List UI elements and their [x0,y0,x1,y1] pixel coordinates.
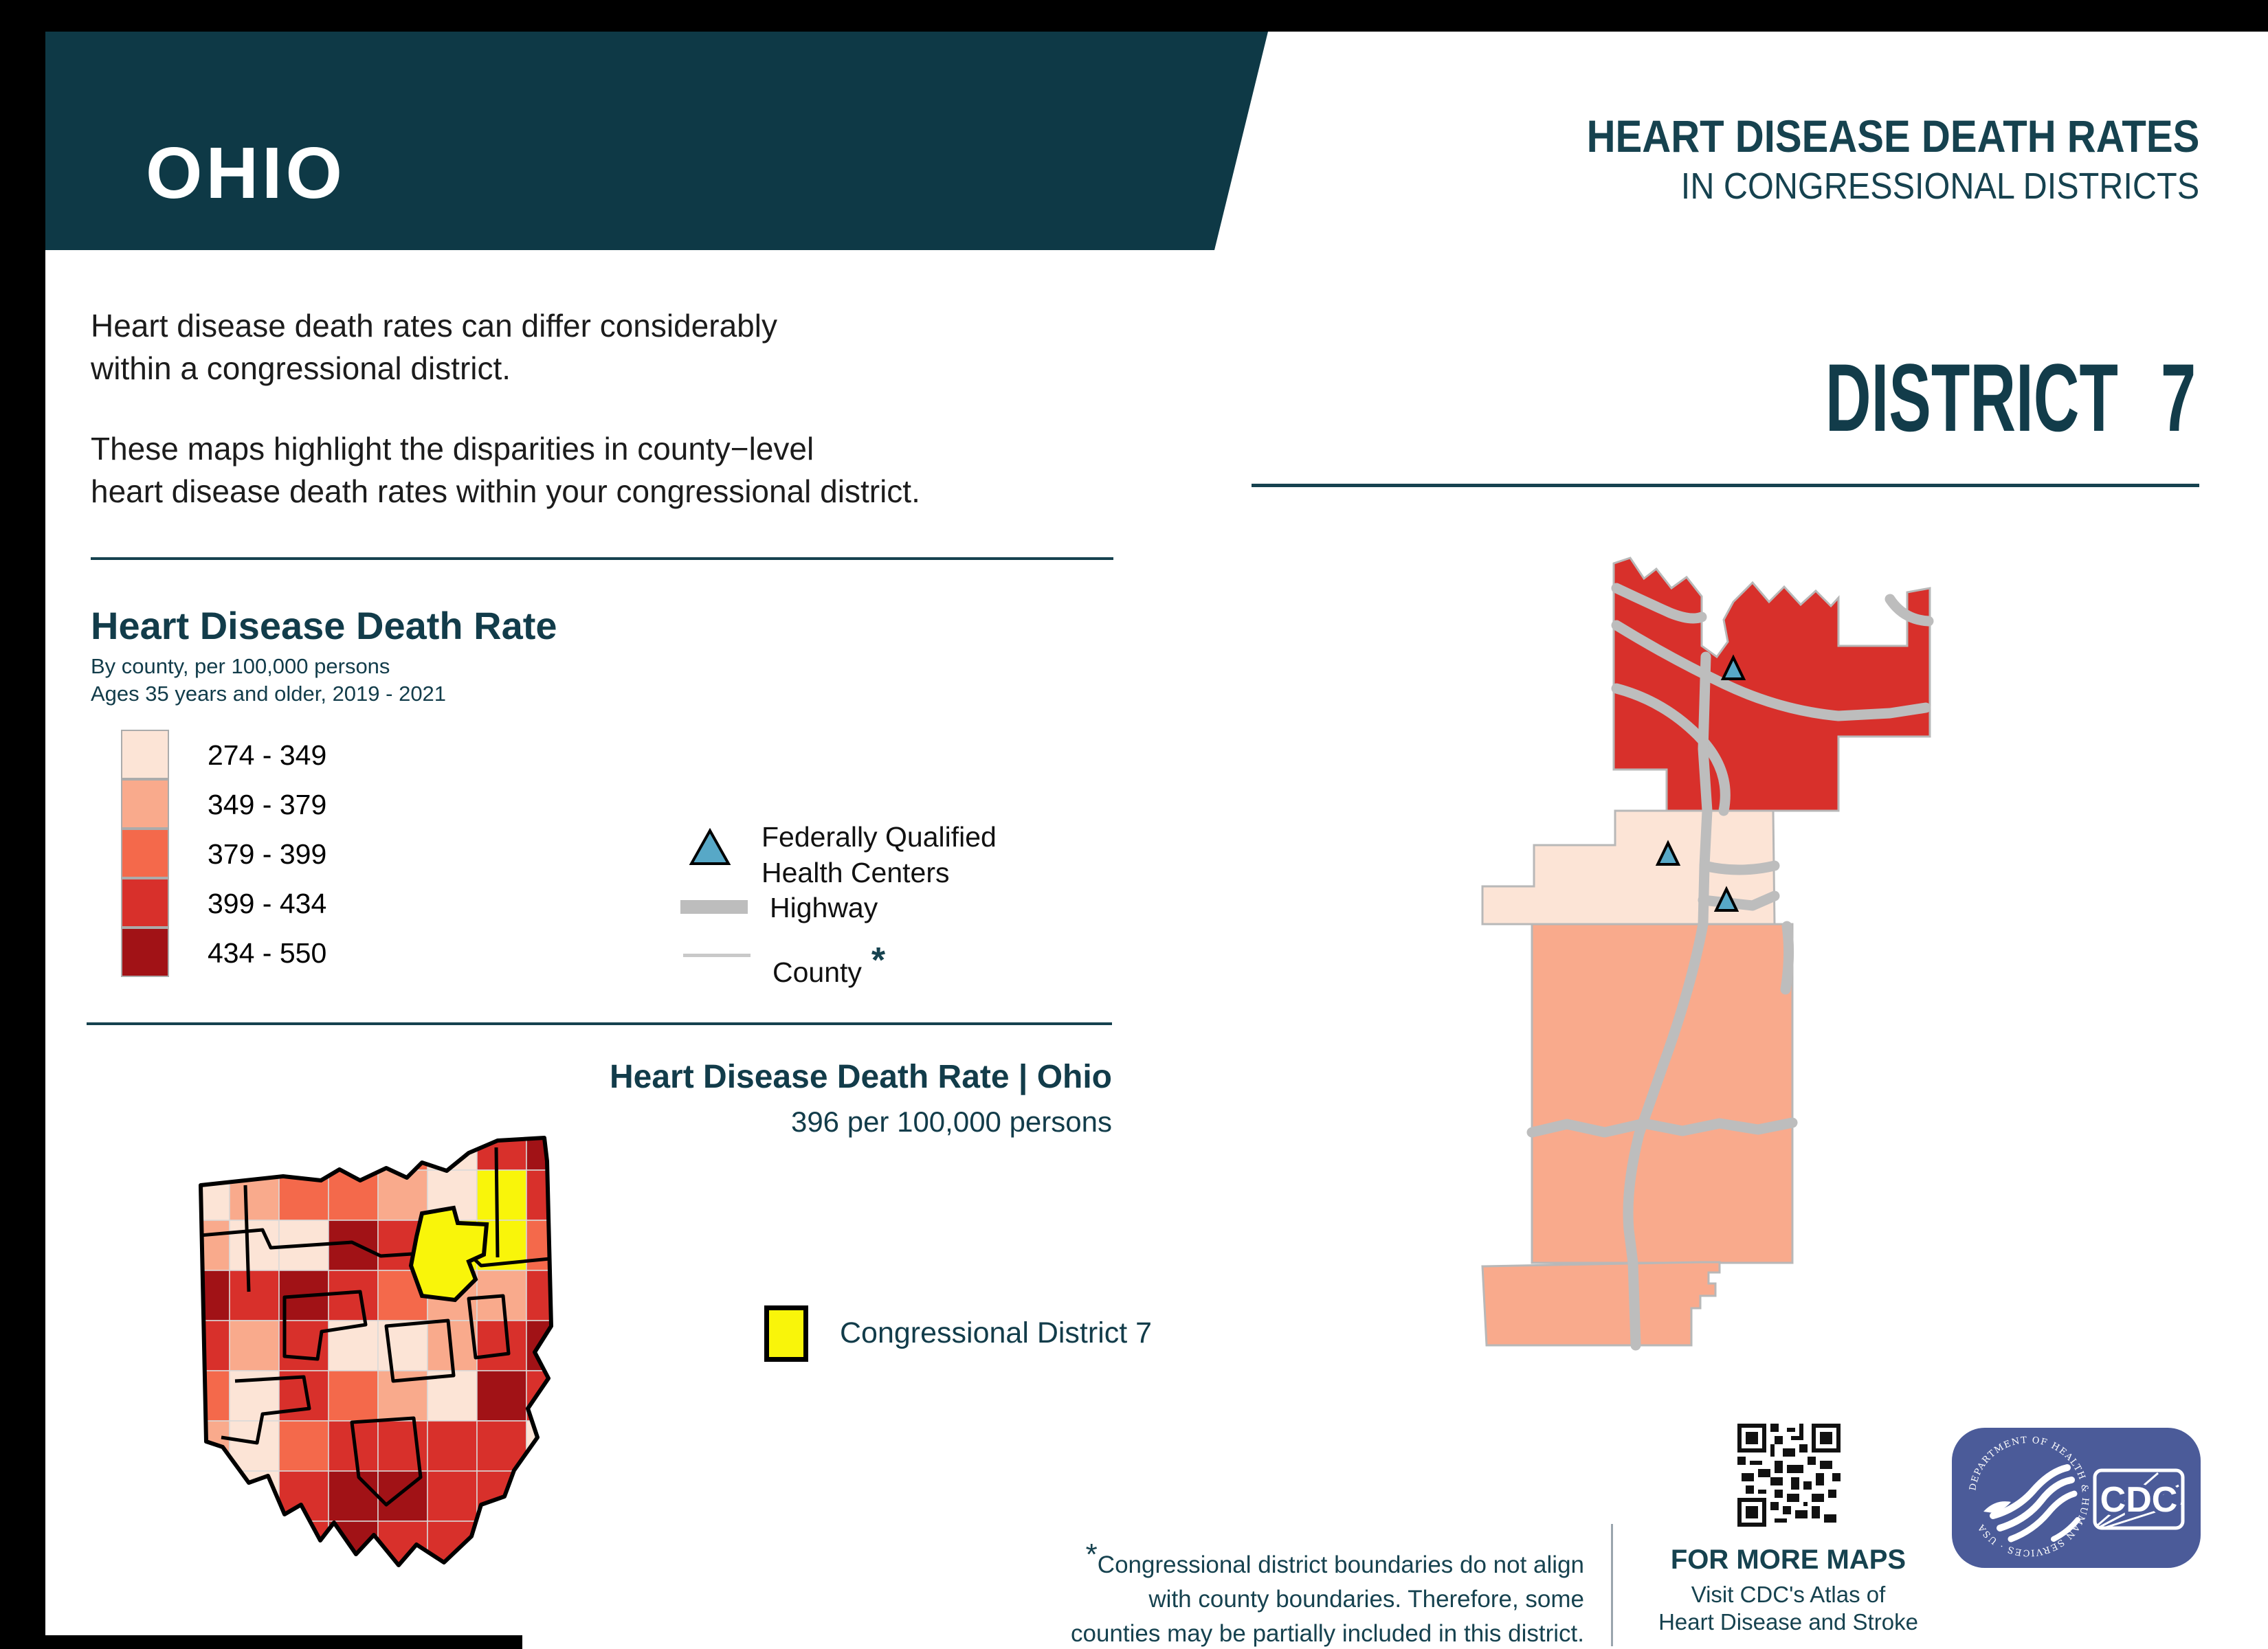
fqhc-marker-icon [1655,840,1681,866]
frame-bottom [0,1635,522,1649]
color-swatch-4 [121,878,169,928]
highway-label: Highway [770,892,878,923]
color-swatch-5 [121,928,169,977]
divider [91,557,1113,560]
fqhc-marker-icon [1720,654,1746,680]
color-swatch-2 [121,779,169,829]
legend-class-row: 274 - 349 [121,730,326,780]
more-maps-block: FOR MORE MAPS Visit CDC's Atlas of Heart … [1649,1545,1927,1636]
more-maps-heading: FOR MORE MAPS [1670,1545,1906,1575]
legend-class-row: 399 - 434 [121,878,326,928]
legend-subtitle: By county, per 100,000 persons Ages 35 ye… [91,654,447,706]
hhs-eagle-icon [1990,1464,2080,1543]
district7-label: Congressional District 7 [840,1316,1153,1349]
fqhc-triangle-icon [689,827,731,865]
county-choropleth [201,1138,551,1565]
district7-map [1481,557,1934,1351]
district7-swatch [764,1305,808,1362]
divider-vertical [1611,1524,1613,1646]
color-swatch-1 [121,730,169,779]
hhs-cdc-logo-art: DEPARTMENT OF HEALTH & HUMAN SERVICES · … [1968,1435,2185,1558]
footnote: *Congressional district boundaries do no… [1070,1538,1584,1647]
legend-class-row: 349 - 379 [121,779,326,829]
state-name: OHIO [146,133,346,214]
divider [1252,484,2199,487]
hhs-cdc-logo: DEPARTMENT OF HEALTH & HUMAN SERVICES · … [1952,1428,2201,1568]
cdc-logo-text: CDC [2100,1480,2178,1520]
cdc-logo-box: CDC CDC [2093,1468,2185,1530]
fqhc-marker-icon [1713,886,1739,912]
county-line-icon [683,954,751,957]
state-rate-value: 396 per 100,000 persons [790,1106,1112,1138]
footnote-asterisk: * [871,941,886,980]
color-swatch-3 [121,829,169,878]
poster-title-line1: HEART DISEASE DEATH RATES [1586,111,2199,161]
legend-color-classes: 274 - 349 349 - 379 379 - 399 399 - 434 … [121,730,326,978]
more-maps-text: Visit CDC's Atlas of Heart Disease and St… [1658,1582,1918,1635]
legend-class-row: 379 - 399 [121,829,326,879]
district-county-salmon-south [1481,1261,1721,1347]
fqhc-label: Federally Qualified Health Centers [761,821,997,888]
district-boundaries [201,1147,551,1507]
ohio-state-map [199,1136,553,1567]
frame-top [0,0,2268,32]
state-rate-summary: Heart Disease Death Rate | Ohio 396 per … [287,1058,1112,1138]
divider [87,1022,1112,1025]
svg-text:CDC: CDC [2100,1480,2178,1520]
intro-paragraph-2: These maps highlight the disparities in … [91,431,920,509]
district-county-salmon [1531,923,1794,1264]
hhs-eagle-head [1983,1501,2011,1513]
district-title: DISTRICT 7 [1825,344,2196,451]
county-label: County * [772,941,886,988]
district7-highlight [408,1205,489,1303]
qr-code [1737,1424,1841,1527]
highway-line-icon [680,900,748,914]
district-county-red [1612,557,1931,812]
fqhc-markers [1655,654,1746,912]
legend-title: Heart Disease Death Rate [91,604,557,647]
poster-title-line2: IN CONGRESSIONAL DISTRICTS [1680,166,2199,207]
state-outline [199,1136,553,1567]
legend-class-row: 434 - 550 [121,928,326,978]
state-rate-title: Heart Disease Death Rate | Ohio [609,1059,1112,1095]
state-banner [0,32,1268,250]
intro-paragraph-1: Heart disease death rates can differ con… [91,308,777,386]
frame-left [0,0,45,1649]
